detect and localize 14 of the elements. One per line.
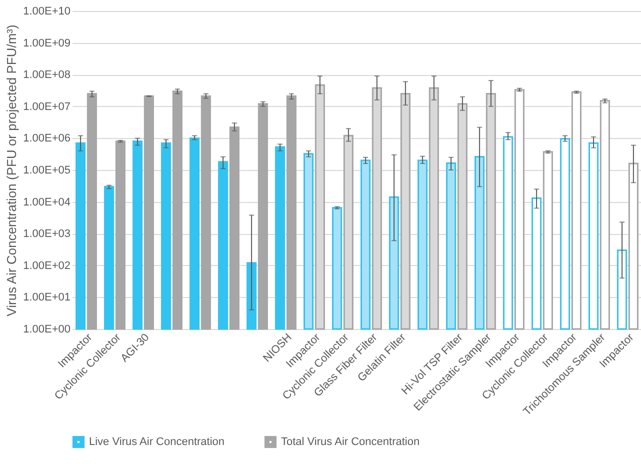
y-tick-label: 1.00E+01 [23,292,70,304]
y-tick-label: 1.00E+00 [23,324,70,336]
y-tick-label: 1.00E+02 [23,260,70,272]
y-tick-label: 1.00E+07 [23,100,70,113]
y-tick-label: 1.00E+05 [23,164,70,176]
y-tick-label: 1.00E+09 [23,37,70,50]
y-axis-title: Virus Air Concentration (PFU or projected PFU/m³) [4,24,20,316]
y-tick-label: 1.00E+08 [23,69,70,82]
y-tick-label: 1.00E+06 [23,132,70,145]
y-tick-label: 1.00E+10 [23,6,70,18]
legend-label: Live Virus Air Concentration [89,436,225,448]
legend-label: Total Virus Air Concentration [281,436,420,448]
y-tick-label: 1.00E+03 [23,228,70,240]
y-tick-label: 1.00E+04 [23,196,70,208]
